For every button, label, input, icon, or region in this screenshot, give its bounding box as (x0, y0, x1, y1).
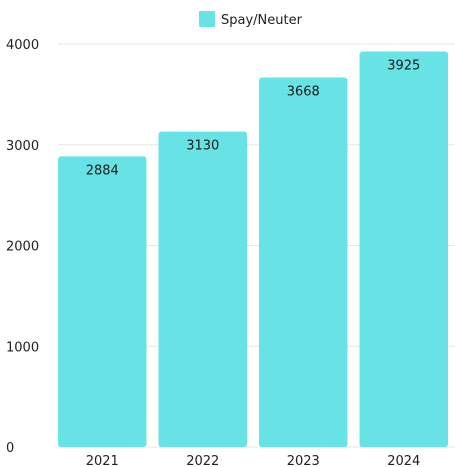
data-labels: 2884 3130 3668 3925 (86, 59, 421, 179)
x-tick-label: 2022 (186, 454, 219, 467)
legend: Spay/Neuter (199, 11, 303, 28)
bar (359, 51, 448, 448)
bar (58, 156, 147, 447)
data-label: 2884 (86, 163, 119, 178)
x-tick-label: 2024 (387, 454, 420, 467)
y-tick-label: 3000 (6, 139, 39, 154)
y-tick-label: 2000 (6, 240, 39, 255)
x-axis: 2021 2022 2023 2024 (86, 454, 421, 467)
x-tick-label: 2023 (287, 454, 320, 467)
y-tick-label: 0 (6, 441, 14, 456)
data-label: 3668 (287, 84, 320, 99)
y-axis: 0 1000 2000 3000 4000 (6, 38, 39, 456)
data-label: 3130 (186, 139, 219, 154)
bar (158, 131, 247, 447)
bar (259, 77, 348, 447)
data-label: 3925 (387, 59, 420, 74)
y-tick-label: 1000 (6, 340, 39, 355)
x-tick-label: 2021 (86, 454, 119, 467)
bars (58, 51, 448, 448)
legend-swatch (199, 11, 215, 27)
legend-label: Spay/Neuter (221, 13, 303, 28)
y-tick-label: 4000 (6, 38, 39, 53)
